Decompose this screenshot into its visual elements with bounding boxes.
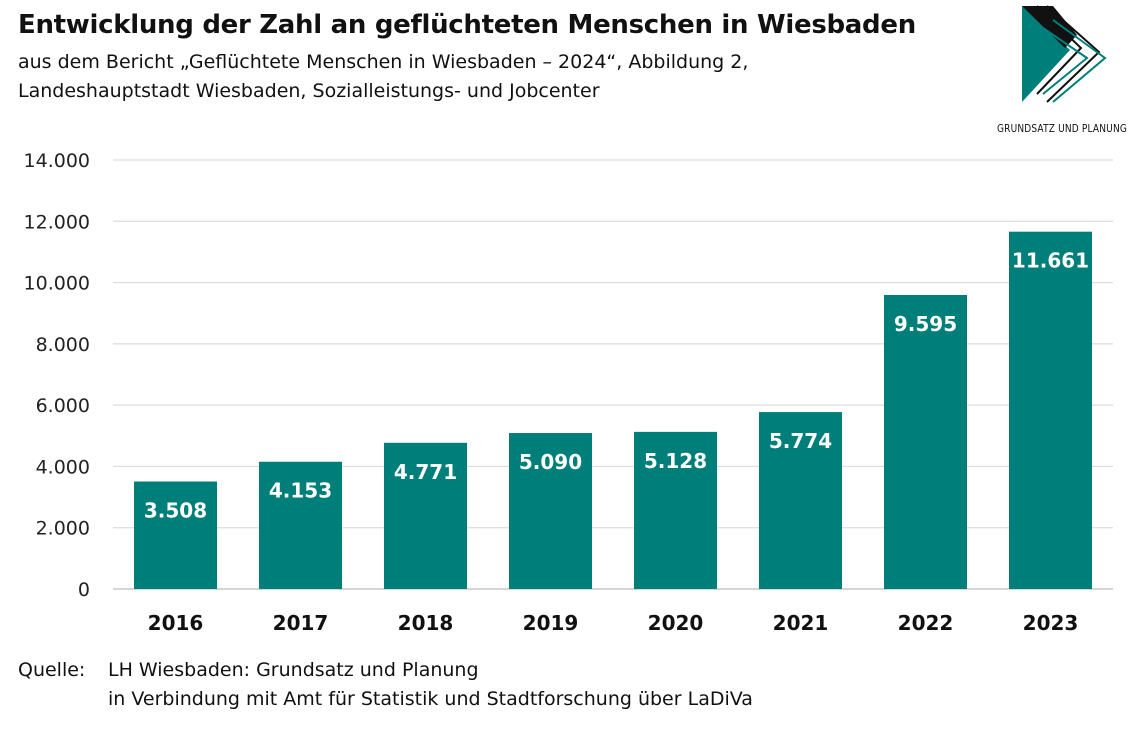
x-tick-label: 2022 [898,611,954,635]
x-tick-label: 2017 [273,611,329,635]
bar-value-label: 9.595 [894,312,957,336]
x-tick-label: 2016 [148,611,204,635]
bar-2021 [759,412,842,589]
bar-2016 [134,481,217,589]
bar-value-label: 3.508 [144,499,207,523]
bar-value-label: 11.661 [1012,249,1089,273]
bar-2020 [634,431,717,589]
bar-value-label: 4.771 [394,460,457,484]
source-line-2: in Verbindung mit Amt für Statistik und … [108,688,753,710]
bar-2017 [259,461,342,589]
subtitle-line-1: aus dem Bericht „Geflüchtete Menschen in… [18,51,749,73]
chart-subtitle: aus dem Bericht „Geflüchtete Menschen in… [18,48,918,106]
y-tick-label: 2.000 [36,518,90,540]
logo-text: GRUNDSATZ UND PLANUNG [997,122,1128,135]
x-tick-label: 2018 [398,611,454,635]
source-line-1: LH Wiesbaden: Grundsatz und Planung [108,659,479,681]
y-tick-label: 4.000 [36,456,90,478]
bar-2018 [384,442,467,589]
x-tick-label: 2021 [773,611,829,635]
bar-value-label: 4.153 [269,479,332,503]
y-tick-label: 12.000 [24,211,90,233]
x-tick-label: 2019 [523,611,579,635]
x-axis-ticks: 2016 2017 2018 2019 2020 2021 2022 2023 [148,611,1079,635]
y-axis-ticks: 0 2.000 4.000 6.000 8.000 10.000 12.000 14.000 [24,150,90,601]
x-tick-label: 2023 [1023,611,1079,635]
bar-value-label: 5.090 [519,450,582,474]
subtitle-line-2: Landeshauptstadt Wiesbaden, Sozialleistu… [18,80,600,102]
bar-2022 [884,294,967,589]
bar-chart: 02.0004.0006.0008.00010.00012.00014.000 … [24,150,1113,635]
bar-value-label: 5.774 [769,429,832,453]
chart-title: Entwicklung der Zahl an geflüchteten Men… [18,10,916,40]
x-tick-label: 2020 [648,611,704,635]
y-tick-label: 8.000 [36,334,90,356]
y-tick-label: 6.000 [36,395,90,417]
grundsatz-logo-icon [1022,5,1107,103]
y-tick-label: 10.000 [24,273,90,295]
source-label: Quelle: [18,659,86,681]
bar-2019 [509,433,592,589]
y-tick-label: 0 [78,579,90,601]
y-tick-label: 14.000 [24,150,90,172]
bar-value-label: 5.128 [644,449,707,473]
bar-2023 [1009,231,1092,589]
bars: 3.508 4.153 4.771 5.090 5.128 5.774 9.595 11.66… [134,231,1092,589]
